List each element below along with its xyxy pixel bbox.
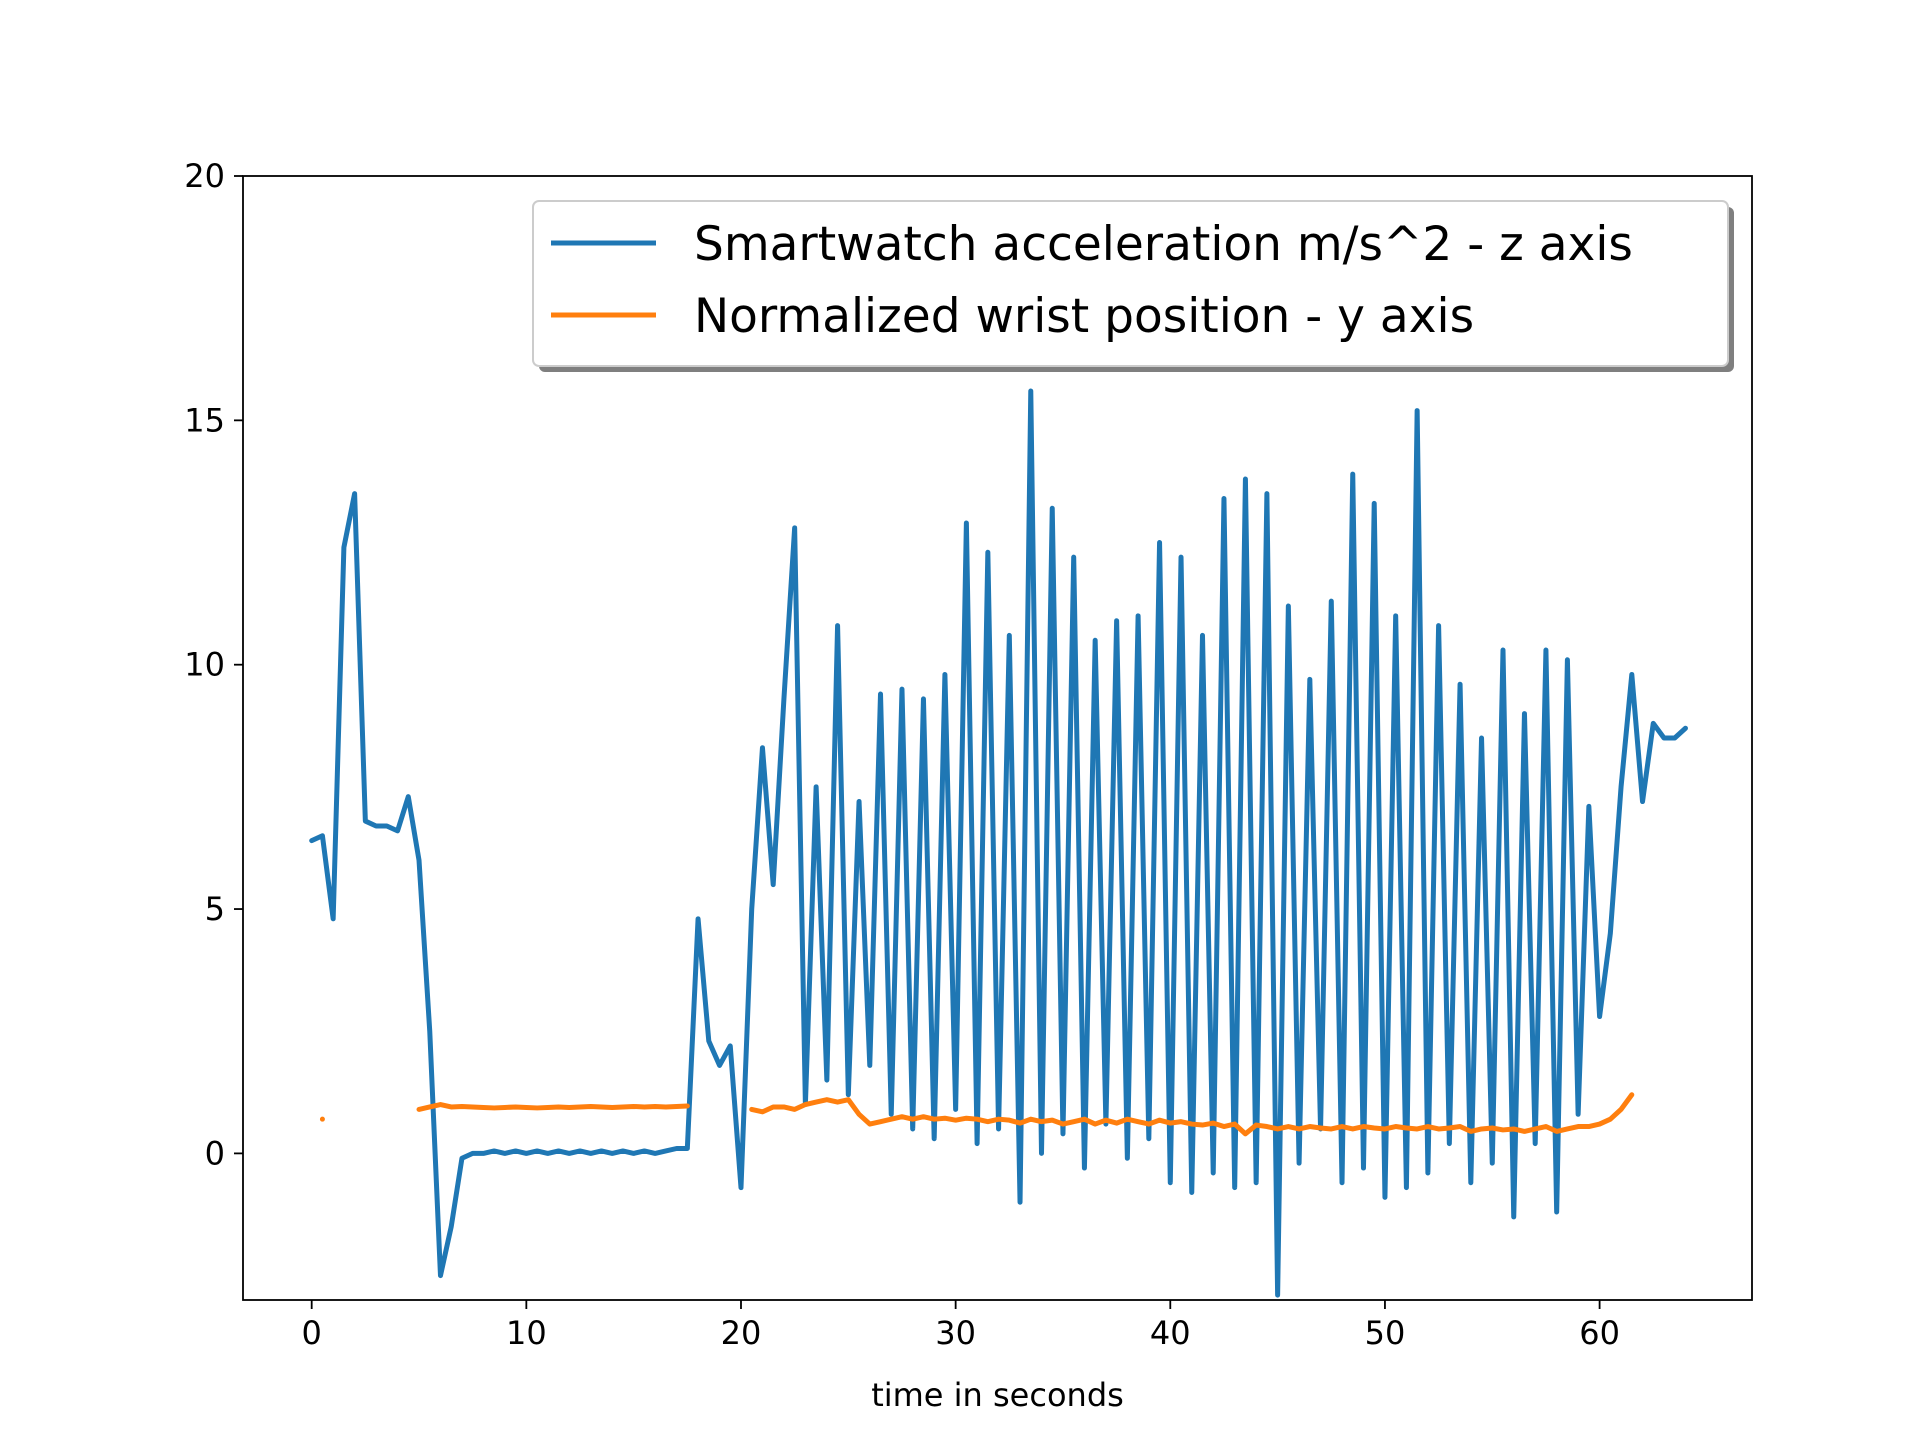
y-tick-label: 10 <box>184 646 225 684</box>
data-line <box>309 388 1688 1298</box>
data-line <box>319 1092 1635 1137</box>
x-tick-label: 0 <box>302 1314 322 1352</box>
plot-area <box>309 388 1688 1298</box>
tick-layer: 0 10 20 30 40 50 60 0 5 10 15 20 <box>184 157 1620 1352</box>
x-tick-label: 50 <box>1365 1314 1406 1352</box>
x-tick-label: 30 <box>935 1314 976 1352</box>
x-tick-label: 10 <box>506 1314 547 1352</box>
x-tick-label: 20 <box>721 1314 762 1352</box>
y-tick-label: 5 <box>205 890 225 928</box>
y-tick-label: 20 <box>184 157 225 195</box>
y-tick-label: 0 <box>205 1134 225 1172</box>
legend-label: Normalized wrist position - y axis <box>694 289 1474 344</box>
axes-frame <box>242 175 1753 1301</box>
legend: Smartwatch acceleration m/s^2 - z axis No… <box>532 200 1734 372</box>
legend-label: Smartwatch acceleration m/s^2 - z axis <box>694 217 1633 272</box>
y-tick-label: 15 <box>184 401 225 439</box>
legend-box <box>532 200 1729 367</box>
x-tick-label: 40 <box>1150 1314 1191 1352</box>
x-axis-label: time in seconds <box>871 1376 1124 1414</box>
x-tick-label: 60 <box>1579 1314 1620 1352</box>
